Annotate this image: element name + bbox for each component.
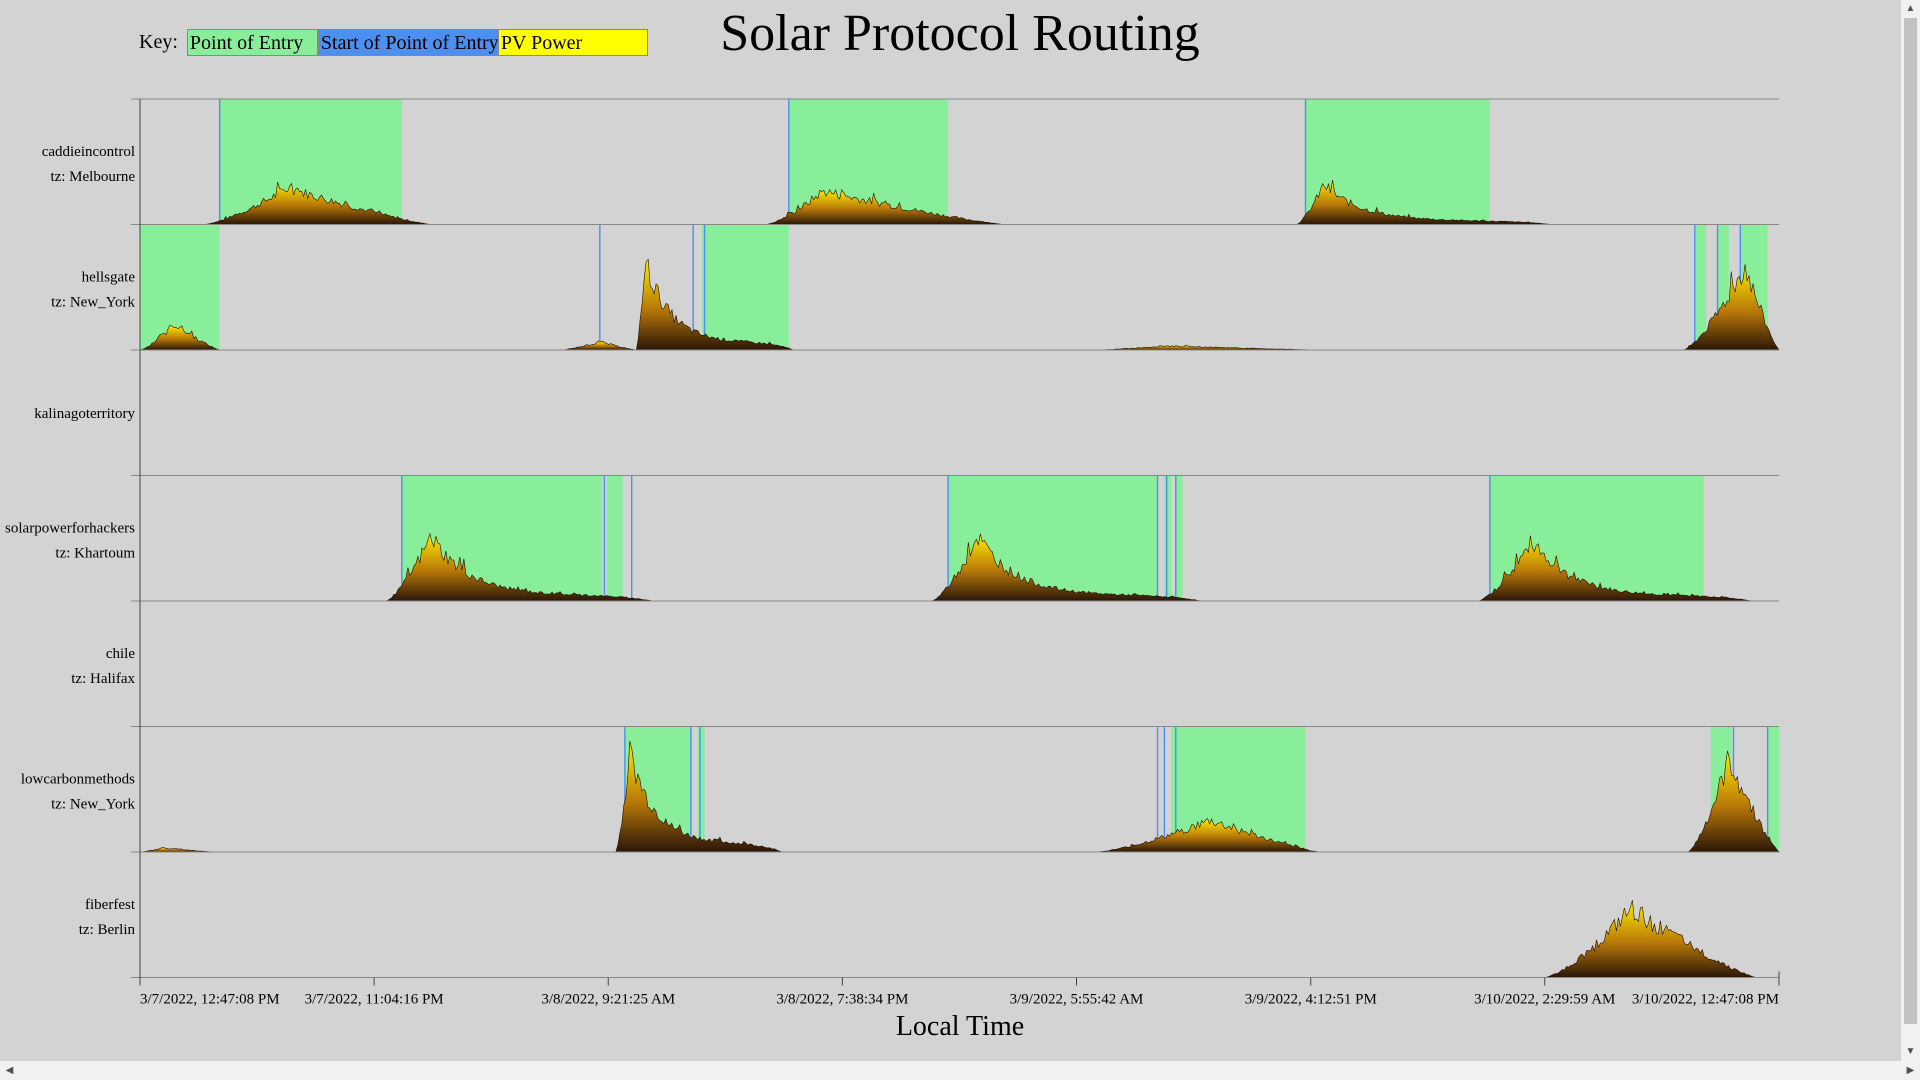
row-label-name: fiberfest xyxy=(85,897,136,913)
x-tick-label: 3/7/2022, 12:47:08 PM xyxy=(140,992,280,1008)
scroll-down-icon[interactable]: ▼ xyxy=(1905,1046,1916,1057)
x-tick-label: 3/10/2022, 2:29:59 AM xyxy=(1474,992,1615,1008)
pv-power-area xyxy=(635,258,794,351)
legend-pv-power: PV Power xyxy=(497,29,648,56)
pv-power-area xyxy=(1096,818,1320,853)
pv-power-area xyxy=(1686,750,1780,853)
point-of-entry-span xyxy=(697,726,705,852)
x-tick-label: 3/8/2022, 9:21:25 AM xyxy=(541,992,675,1008)
row-label-timezone: tz: Halifax xyxy=(71,671,135,687)
row-label-name: lowcarbonmethods xyxy=(21,771,135,787)
legend-start-of-point-of-entry: Start of Point of Entry xyxy=(317,29,499,56)
pv-power-area xyxy=(561,340,637,351)
pv-power-area xyxy=(615,741,783,853)
pv-power-area xyxy=(1683,264,1780,351)
point-of-entry-span xyxy=(1175,475,1183,601)
row-label-name: caddieincontrol xyxy=(42,144,135,160)
x-tick-label: 3/7/2022, 11:04:16 PM xyxy=(305,992,444,1008)
row-label-timezone: tz: New_York xyxy=(51,796,135,812)
point-of-entry-span xyxy=(1164,475,1172,601)
point-of-entry-span xyxy=(702,224,789,350)
point-of-entry-span xyxy=(1694,224,1707,350)
legend: Key: Point of Entry Start of Point of En… xyxy=(139,28,648,57)
legend-label: Key: xyxy=(139,31,178,53)
vertical-scrollbar[interactable]: ▲ ▼ xyxy=(1901,0,1920,1061)
legend-point-of-entry: Point of Entry xyxy=(186,29,318,56)
row-label-name: kalinagoterritory xyxy=(34,406,135,422)
vertical-scroll-thumb[interactable] xyxy=(1904,18,1917,1024)
scroll-left-icon[interactable]: ◀ xyxy=(5,1065,14,1076)
row-label-timezone: tz: Khartoum xyxy=(55,545,135,561)
x-tick-label: 3/8/2022, 7:38:34 PM xyxy=(776,992,908,1008)
x-tick-label: 3/10/2022, 12:47:08 PM xyxy=(1632,992,1779,1008)
row-label-timezone: tz: Berlin xyxy=(79,922,136,938)
row-label-name: solarpowerforhackers xyxy=(5,520,135,536)
point-of-entry-span xyxy=(1767,726,1779,852)
pv-power-area xyxy=(1296,179,1552,225)
pv-power-area xyxy=(385,532,653,602)
chart-title: Solar Protocol Routing xyxy=(720,5,1200,62)
chart-plot: caddieincontrol tz: Melbourne hellsgate tz:… xyxy=(5,98,1780,1008)
row-label-name: hellsgate xyxy=(82,269,136,285)
row-label-name: chile xyxy=(106,646,135,662)
pv-power-area xyxy=(203,181,432,225)
pv-power-area xyxy=(765,188,1006,225)
pv-power-area xyxy=(139,325,220,351)
pv-power-area xyxy=(1478,535,1752,602)
row-label-timezone: tz: New_York xyxy=(51,294,135,310)
pv-power-area xyxy=(1096,344,1324,351)
x-tick-label: 3/9/2022, 5:55:42 AM xyxy=(1010,992,1144,1008)
x-axis-label: Local Time xyxy=(895,1011,1025,1042)
x-tick-label: 3/9/2022, 4:12:51 PM xyxy=(1245,992,1377,1008)
pv-power-area xyxy=(932,533,1201,602)
scroll-right-icon[interactable]: ▶ xyxy=(1906,1065,1915,1076)
pv-power-area xyxy=(1544,900,1757,978)
scroll-up-icon[interactable]: ▲ xyxy=(1905,3,1916,14)
point-of-entry-span xyxy=(606,475,623,601)
point-of-entry-span xyxy=(1717,224,1729,350)
horizontal-scrollbar[interactable]: ◀ ▶ xyxy=(0,1061,1920,1080)
row-label-timezone: tz: Melbourne xyxy=(50,169,135,185)
pv-power-area xyxy=(139,847,216,853)
